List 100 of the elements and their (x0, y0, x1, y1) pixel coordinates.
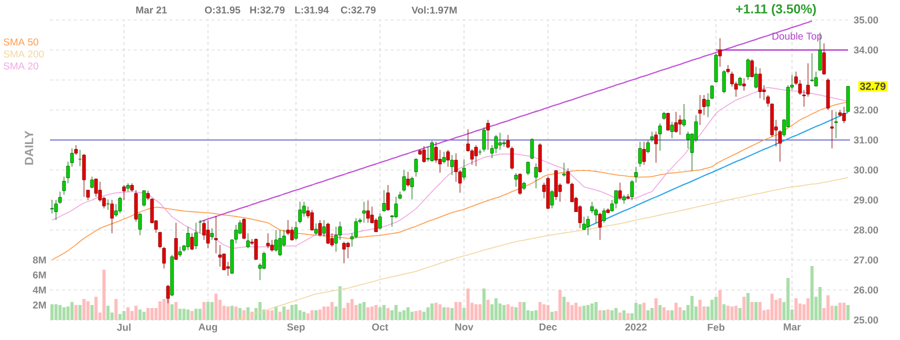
bar (466, 288, 470, 320)
bar (514, 307, 518, 320)
bar (202, 302, 206, 320)
bar (370, 306, 374, 320)
bar (382, 305, 386, 320)
candlestick (482, 127, 486, 152)
candlestick (742, 78, 746, 92)
bar (846, 305, 850, 320)
bar (78, 305, 82, 320)
bar (758, 302, 762, 320)
x-tick-label: Feb (708, 324, 724, 331)
text: SMA 200 (4, 50, 44, 58)
text: +1.11 (3.50%) (736, 4, 816, 16)
candlestick (50, 200, 54, 214)
candlestick (214, 216, 218, 254)
bar (234, 306, 238, 320)
bar (94, 296, 98, 320)
bar (134, 306, 138, 320)
bar (90, 305, 94, 320)
bar (582, 306, 586, 320)
candlestick (190, 233, 194, 250)
candlestick (674, 111, 678, 134)
candlestick (830, 110, 834, 149)
candlestick (698, 94, 702, 126)
bar (742, 296, 746, 320)
candlestick (322, 220, 326, 237)
candlestick (206, 220, 210, 249)
candlestick (534, 163, 538, 189)
candlestick (638, 141, 642, 167)
bar (374, 305, 378, 320)
candlestick (598, 212, 602, 240)
x-tick-label: Oct (372, 324, 388, 331)
bar (322, 306, 326, 320)
bar (722, 304, 726, 320)
candlestick (474, 144, 478, 166)
bar (394, 305, 398, 320)
y2-tick-label: 2M (32, 302, 46, 308)
candlestick (566, 168, 570, 184)
candlestick (122, 184, 126, 200)
candlestick (278, 230, 282, 256)
bar (698, 300, 702, 320)
bar (650, 308, 654, 320)
bar (386, 308, 390, 320)
candlestick (530, 138, 534, 160)
candlestick (274, 230, 278, 252)
candlestick (478, 148, 482, 156)
y-tick-label: 31.00 (854, 136, 878, 144)
candlestick (738, 76, 742, 86)
candlestick (586, 216, 590, 236)
bar (454, 302, 458, 320)
candlestick (450, 154, 454, 176)
bar (82, 299, 86, 320)
candlestick (362, 201, 366, 224)
x-tick-label: Mar (784, 324, 801, 330)
candlestick (110, 200, 114, 234)
bar (70, 302, 74, 320)
y-tick-label: 34.00 (854, 46, 878, 54)
bar (502, 305, 506, 320)
bar (478, 304, 482, 320)
text: 32.79 (860, 82, 886, 90)
candlestick (346, 241, 350, 258)
bar (494, 298, 498, 320)
bar (290, 305, 294, 320)
bar (338, 286, 342, 320)
candlestick (602, 208, 606, 224)
candlestick (118, 196, 122, 214)
bar (450, 308, 454, 320)
candlestick (406, 171, 410, 188)
candlestick (162, 246, 166, 269)
bar (778, 298, 782, 320)
bar (150, 308, 154, 320)
bar (358, 304, 362, 320)
candlestick (618, 182, 622, 200)
bar (318, 310, 322, 320)
bar (690, 296, 694, 320)
bar (806, 298, 810, 320)
bar (58, 305, 62, 320)
bar (146, 308, 150, 320)
bar (530, 311, 534, 320)
candlestick (842, 106, 846, 124)
bar (726, 306, 730, 320)
candlestick (382, 190, 386, 212)
candlestick (646, 140, 650, 154)
text: DAILY (24, 130, 34, 165)
bar (734, 306, 738, 320)
bar (190, 311, 194, 320)
candlestick (686, 131, 690, 149)
bar (574, 302, 578, 320)
bar (614, 308, 618, 320)
bar (430, 304, 434, 320)
candlestick (654, 131, 658, 164)
candlestick (526, 161, 530, 176)
bar (538, 302, 542, 320)
candlestick (810, 52, 814, 82)
candlestick (266, 233, 270, 249)
candlestick (518, 172, 522, 196)
candlestick (486, 120, 490, 150)
bar (418, 310, 422, 320)
bar (162, 299, 166, 320)
bar (86, 301, 90, 320)
